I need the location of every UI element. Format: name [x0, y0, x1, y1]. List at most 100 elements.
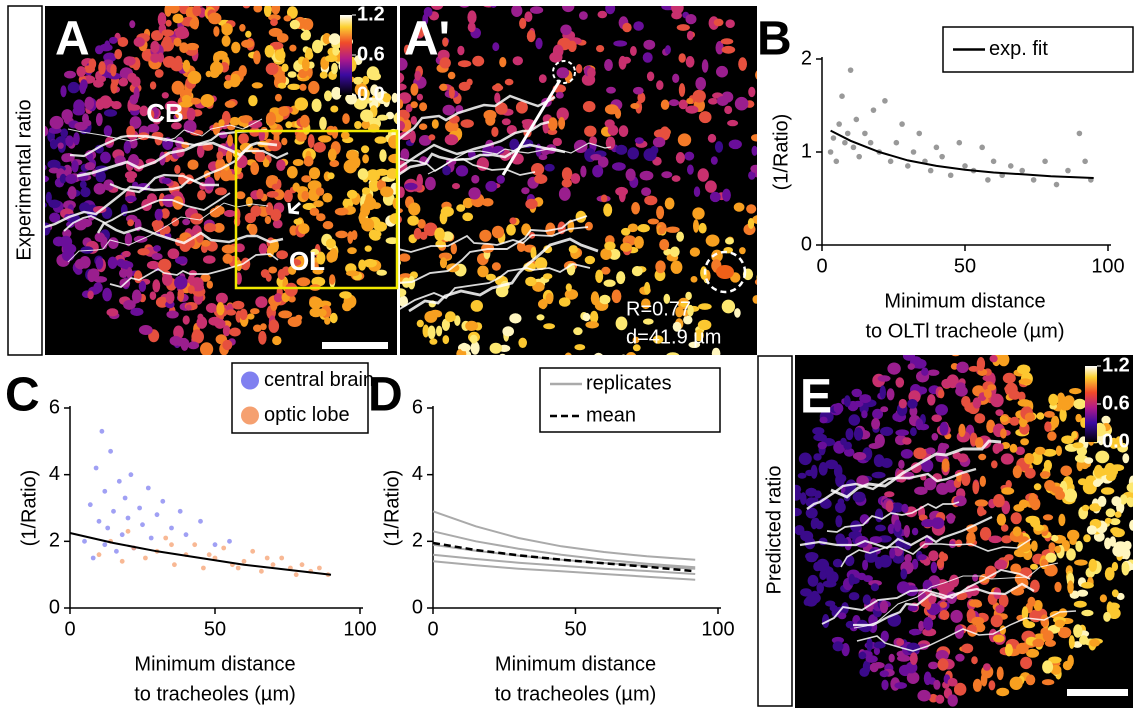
- cell: [111, 101, 122, 110]
- cell: [1074, 454, 1086, 463]
- cell: [863, 575, 873, 583]
- cell: [1104, 567, 1115, 581]
- cell: [496, 175, 505, 184]
- cell: [227, 134, 233, 147]
- cell: [329, 159, 340, 168]
- cell: [626, 352, 637, 355]
- cell: [485, 180, 498, 192]
- cell: [614, 356, 623, 368]
- cell: [481, 198, 494, 207]
- cell: [1041, 679, 1055, 686]
- cell: [751, 145, 757, 156]
- cell: [545, 292, 554, 305]
- data-point: [169, 525, 174, 531]
- cell: [1026, 648, 1040, 658]
- data-point: [947, 172, 954, 179]
- panel-label: C: [5, 369, 40, 422]
- cell: [982, 374, 996, 382]
- cell: [521, 223, 531, 236]
- cell: [885, 500, 894, 513]
- cell: [794, 177, 807, 190]
- cell: [1030, 540, 1038, 552]
- cell: [409, 130, 416, 144]
- cell: [393, 112, 397, 125]
- y-tick-label: 2: [801, 47, 812, 69]
- data-point: [183, 532, 189, 538]
- cell: [697, 355, 706, 364]
- cell: [335, 230, 348, 239]
- cell: [110, 64, 117, 77]
- cell: [389, 213, 397, 225]
- cell: [665, 226, 680, 233]
- cell: [980, 672, 988, 687]
- cell: [716, 65, 728, 78]
- scale-bar: [322, 342, 388, 349]
- cell: [927, 394, 936, 406]
- y-tick-label: 6: [49, 396, 60, 418]
- cell: [127, 72, 137, 83]
- cell: [1107, 602, 1120, 611]
- cell: [543, 245, 553, 254]
- cell: [255, 296, 268, 308]
- cell: [462, 197, 474, 209]
- cell: [506, 224, 516, 236]
- cell: [391, 92, 397, 103]
- cell: [840, 437, 847, 446]
- data-point: [140, 522, 145, 528]
- data-point: [1019, 167, 1025, 174]
- cell: [491, 145, 505, 155]
- cell: [264, 215, 272, 225]
- cell: [845, 620, 855, 629]
- cell: [175, 26, 189, 40]
- data-point: [1065, 167, 1071, 174]
- cell: [242, 6, 250, 9]
- zoom-box: [234, 129, 399, 290]
- cell: [1032, 638, 1045, 648]
- cell: [607, 124, 619, 136]
- cell: [1056, 392, 1066, 406]
- cell: [274, 49, 286, 62]
- cell: [604, 59, 613, 71]
- cell: [643, 318, 654, 325]
- cell: [315, 187, 325, 196]
- cell: [1084, 457, 1094, 464]
- cell: [661, 171, 673, 179]
- cell: [816, 558, 830, 572]
- data-point: [927, 167, 934, 174]
- cell: [841, 643, 850, 657]
- cell: [1004, 385, 1015, 393]
- cell: [817, 441, 827, 450]
- scale-bar: [1067, 689, 1128, 696]
- cell: [1017, 364, 1031, 375]
- cell: [174, 108, 182, 119]
- cell: [947, 694, 958, 707]
- data-point: [887, 158, 894, 165]
- cell: [225, 149, 233, 164]
- cell: [509, 217, 517, 225]
- cell: [1089, 639, 1100, 647]
- cell: [518, 337, 527, 348]
- cell: [146, 260, 160, 270]
- cell: [848, 414, 861, 426]
- cell: [685, 56, 695, 68]
- cell: [862, 559, 869, 571]
- data-point: [116, 478, 122, 484]
- data-point: [1007, 163, 1014, 169]
- cell: [1126, 482, 1133, 493]
- cell: [483, 0, 496, 4]
- cell: [995, 409, 1004, 416]
- data-point: [114, 548, 119, 554]
- cell: [187, 285, 195, 294]
- cell: [110, 80, 118, 94]
- cell: [564, 289, 579, 300]
- cell: [733, 202, 745, 212]
- cell: [955, 539, 963, 548]
- cell: [265, 111, 277, 126]
- tracheole: [400, 157, 536, 176]
- cell: [695, 77, 706, 91]
- cell: [191, 329, 204, 344]
- cell: [1009, 443, 1018, 453]
- cell: [316, 308, 327, 317]
- cell: [268, 14, 281, 21]
- cell: [564, 352, 572, 355]
